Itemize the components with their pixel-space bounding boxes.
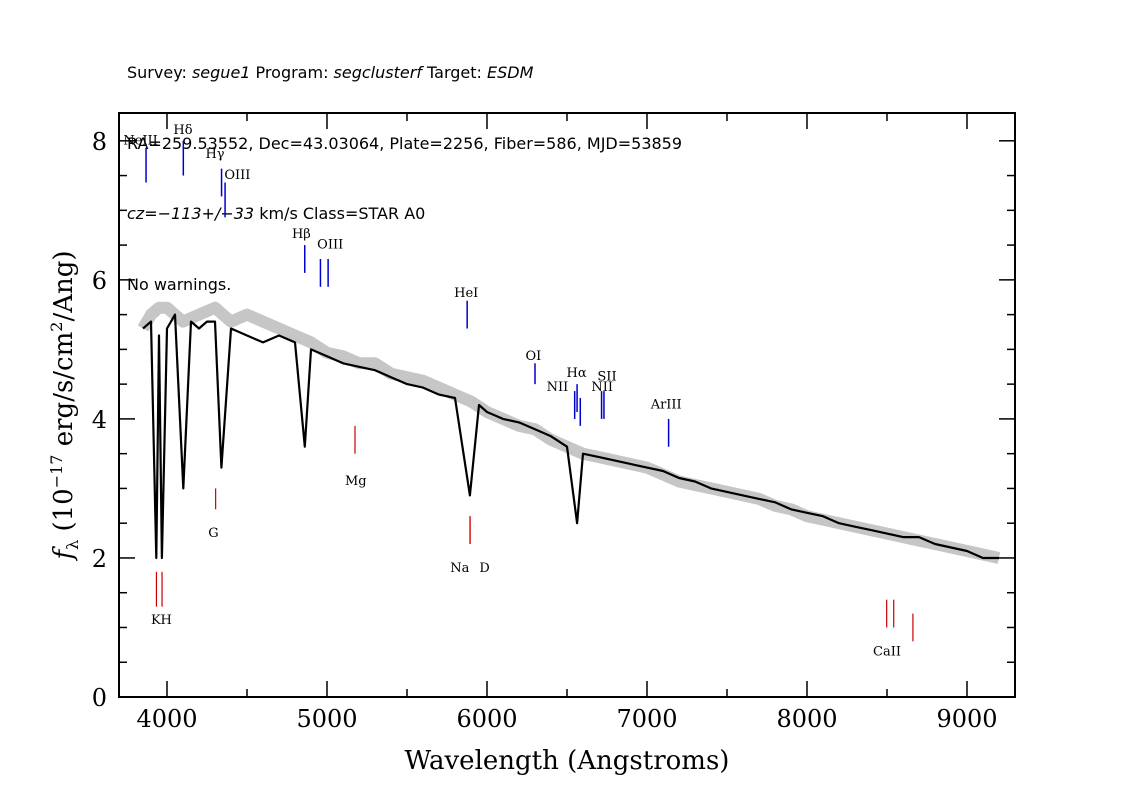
x-tick-label: 8000 (776, 705, 837, 733)
x-axis-title: Wavelength (Angstroms) (405, 746, 730, 776)
redshift-value: cz=−113+/−33 (127, 204, 255, 223)
emission-line-label: Hα (567, 366, 587, 381)
y-tick-label: 6 (92, 267, 107, 295)
header-line-1: Survey: segue1 Program: segclusterf Targ… (127, 61, 682, 85)
y-tick-label: 2 (92, 545, 107, 573)
emission-line-label: HeI (454, 286, 478, 301)
absorption-line-label: G (208, 526, 218, 541)
x-tick-label: 7000 (616, 705, 677, 733)
x-tick-label: 5000 (296, 705, 357, 733)
absorption-line-label: Na (450, 561, 469, 576)
emission-line-label: ArIII (650, 397, 682, 412)
y-tick-label: 8 (92, 128, 107, 156)
emission-line-label: Hδ (173, 123, 192, 138)
y-tick-label: 4 (92, 406, 107, 434)
emission-line-label: NII (591, 380, 613, 395)
y-tick-label: 0 (92, 684, 107, 712)
program-label: Program: (250, 63, 334, 82)
survey-value: segue1 (191, 63, 251, 82)
emission-line-label: OI (526, 349, 542, 364)
target-label: Target: (421, 63, 487, 82)
emission-line-label: OIII (224, 168, 250, 183)
series-layer (137, 301, 1001, 564)
x-tick-label: 6000 (456, 705, 517, 733)
spectrum-header: Survey: segue1 Program: segclusterf Targ… (127, 14, 682, 320)
absorption-line-label: D (479, 561, 489, 576)
emission-line-label: NII (547, 380, 569, 395)
survey-label: Survey: (127, 63, 192, 82)
emission-line-label: Hγ (205, 147, 224, 162)
absorption-line-label: H (161, 613, 172, 628)
y-title-post: /Ang) (49, 250, 79, 321)
y-title-exp: −17 (47, 455, 66, 489)
header-line-3: cz=−113+/−33 km/s Class=STAR A0 (127, 202, 682, 226)
ticks-layer: 4000 5000 6000 7000 8000 9000 0 2 4 6 8 (92, 113, 1015, 733)
class-text: km/s Class=STAR A0 (254, 204, 426, 223)
emission-line-label: NeIII (123, 133, 157, 148)
absorption-line-label: K (151, 613, 161, 628)
flux-series (137, 301, 1001, 564)
model-series (142, 313, 999, 560)
y-title-exp2: 2 (47, 322, 66, 332)
y-axis-title: fλ (10−17 erg/s/cm2/Ang) (47, 250, 82, 561)
program-value: segclusterf (333, 63, 422, 82)
x-tick-label: 4000 (136, 705, 197, 733)
y-title-pre: (10 (49, 488, 79, 540)
target-value: ESDM (487, 63, 534, 82)
spectral-lines-layer: NeIIIHδHγOIIIHβOIIIHeIOINIIHαNIISIIArIII… (123, 123, 914, 659)
emission-line-label: Hβ (292, 227, 311, 242)
header-line-2: RA=259.53552, Dec=43.03064, Plate=2256, … (127, 133, 683, 153)
emission-line-label: SII (597, 370, 616, 385)
emission-line-label: OIII (317, 238, 343, 253)
plot-frame (118, 112, 1016, 698)
x-tick-label: 9000 (936, 705, 997, 733)
y-title-mid: erg/s/cm (49, 332, 79, 455)
absorption-line-label: CaII (873, 644, 901, 659)
absorption-line-label: Mg (345, 474, 367, 489)
y-title-sub: λ (63, 540, 82, 550)
